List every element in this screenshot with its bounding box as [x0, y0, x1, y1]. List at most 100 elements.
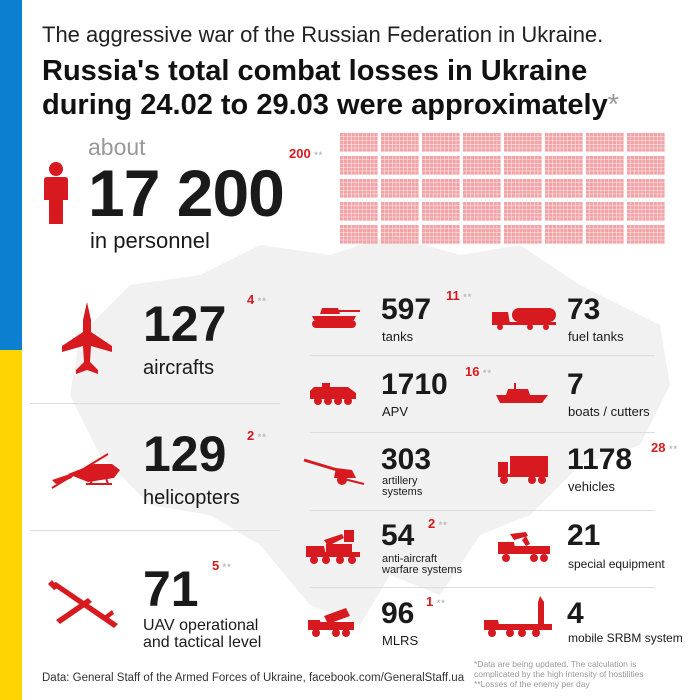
apv-icon	[310, 383, 356, 405]
tanks-label: tanks	[382, 329, 414, 344]
divider	[310, 355, 655, 356]
personnel-block	[381, 225, 419, 244]
vehicles-per-day: 28 **	[651, 440, 678, 455]
antiaircraft-value: 54	[381, 519, 415, 552]
apv-value: 1710	[381, 368, 448, 401]
helicopter-icon	[51, 453, 120, 489]
apv-per-day-value: 16	[465, 364, 480, 379]
personnel-block	[422, 156, 460, 175]
per-day-marker: **	[254, 432, 267, 442]
special-equipment-icon	[498, 532, 550, 562]
fuel-value: 73	[567, 293, 601, 326]
personnel-block	[340, 179, 378, 198]
per-day-marker: **	[254, 296, 267, 306]
personnel-prefix: about	[88, 134, 146, 160]
footnote-2: **Losses of the enemy per day	[474, 679, 590, 689]
personnel-block	[627, 179, 665, 198]
title-line-2-text: during 24.02 to 29.03 were approximately	[42, 89, 608, 121]
mlrs-label: MLRS	[382, 633, 419, 648]
personnel-per-day: 200 **	[289, 146, 323, 161]
uav-label-line-2: and tactical level	[143, 634, 262, 651]
personnel-block	[586, 179, 624, 198]
personnel-block	[504, 156, 542, 175]
title-line-2: during 24.02 to 29.03 were approximately…	[42, 88, 619, 122]
mlrs-value: 96	[381, 597, 415, 630]
truck-icon	[498, 456, 548, 484]
footnote-1: *Data are being updated. The calculation…	[474, 659, 644, 679]
flag-blue-stripe	[0, 0, 22, 350]
aircrafts-value: 127	[143, 296, 227, 352]
helicopters-per-day-value: 2	[247, 428, 255, 443]
special-value: 21	[567, 519, 601, 552]
aircraft-icon	[62, 302, 112, 374]
srbm-value: 4	[567, 597, 584, 630]
uav-per-day-value: 5	[212, 558, 220, 573]
personnel-block	[422, 179, 460, 198]
divider	[310, 432, 655, 433]
divider	[310, 587, 655, 588]
mlrs-per-day-value: 1	[426, 594, 434, 609]
uav-per-day: 5 **	[212, 558, 232, 573]
artillery-label-line-1: artillery	[382, 475, 418, 487]
helicopters-label: helicopters	[143, 487, 240, 509]
personnel-block	[545, 179, 583, 198]
mlrs-per-day: 1 **	[426, 594, 446, 609]
personnel-block	[545, 202, 583, 221]
personnel-block	[381, 202, 419, 221]
personnel-block	[504, 133, 542, 152]
personnel-block	[340, 225, 378, 244]
personnel-block	[627, 156, 665, 175]
per-day-marker: **	[479, 368, 492, 378]
personnel-block	[381, 156, 419, 175]
personnel-value: 17 200	[88, 156, 285, 230]
antiaircraft-label-line-2: warfare systems	[382, 564, 463, 576]
personnel-block	[463, 133, 501, 152]
personnel-block	[504, 202, 542, 221]
subtitle: The aggressive war of the Russian Federa…	[42, 22, 604, 47]
vehicles-value: 1178	[567, 443, 633, 476]
boat-icon	[496, 383, 548, 403]
personnel-block	[627, 133, 665, 152]
vehicles-per-day-value: 28	[651, 440, 666, 455]
per-day-marker: **	[459, 292, 473, 302]
per-day-marker: **	[433, 598, 446, 608]
antiaircraft-per-day-value: 2	[428, 516, 436, 531]
tank-icon	[312, 308, 360, 328]
personnel-block	[545, 156, 583, 175]
mlrs-icon	[308, 608, 354, 637]
aircrafts-label: aircrafts	[143, 357, 215, 379]
personnel-block	[381, 133, 419, 152]
antiaircraft-label: anti-aircraft warfare systems	[382, 554, 462, 576]
artillery-label: artillery systems	[382, 476, 422, 498]
srbm-label: mobile SRBM system	[568, 631, 683, 645]
personnel-block	[422, 133, 460, 152]
personnel-block	[463, 225, 501, 244]
personnel-block	[627, 225, 665, 244]
personnel-block	[422, 202, 460, 221]
divider	[30, 403, 280, 404]
title-line-1: Russia's total combat losses in Ukraine	[42, 55, 588, 87]
personnel-block	[545, 225, 583, 244]
artillery-icon	[303, 458, 365, 485]
personnel-block	[422, 225, 460, 244]
page-title: Russia's total combat losses in Ukraine …	[42, 54, 619, 122]
artillery-value: 303	[381, 443, 432, 476]
personnel-block	[340, 133, 378, 152]
personnel-block	[586, 225, 624, 244]
per-day-marker: **	[219, 562, 232, 572]
personnel-per-day-value: 200	[289, 146, 311, 161]
special-label: special equipment	[568, 557, 665, 571]
boats-value: 7	[567, 368, 584, 401]
personnel-block	[627, 202, 665, 221]
aircrafts-per-day-value: 4	[247, 292, 255, 307]
boats-label: boats / cutters	[568, 404, 650, 419]
uav-icon	[48, 580, 118, 628]
personnel-block	[381, 179, 419, 198]
ukraine-map-background	[70, 235, 670, 625]
divider	[310, 510, 655, 511]
personnel-block	[504, 179, 542, 198]
personnel-block	[586, 202, 624, 221]
personnel-block	[340, 202, 378, 221]
tanks-value: 597	[381, 293, 432, 326]
fuel-tank-icon	[492, 308, 556, 330]
